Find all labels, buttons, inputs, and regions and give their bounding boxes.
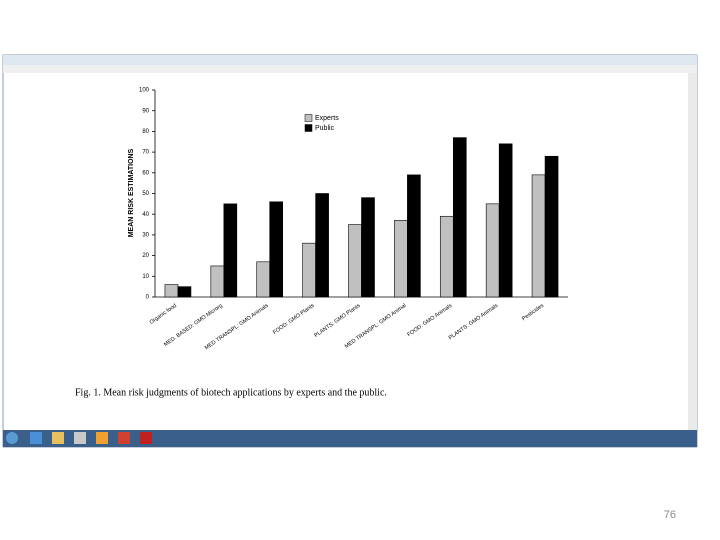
bar	[210, 265, 225, 298]
y-tick-label: 30	[142, 232, 149, 238]
bar	[439, 215, 454, 298]
bar	[256, 261, 271, 298]
title-bar	[3, 55, 697, 65]
y-tick-label: 40	[142, 212, 149, 218]
taskbar-icon[interactable]	[118, 432, 130, 444]
y-tick-label: 20	[142, 253, 149, 259]
taskbar-icon[interactable]	[96, 432, 108, 444]
page-number: 76	[664, 509, 676, 521]
taskbar-icon[interactable]	[74, 432, 86, 444]
menu-bar	[3, 65, 697, 73]
y-tick-label: 60	[142, 170, 149, 176]
y-tick-label: 70	[142, 150, 149, 156]
bar	[348, 224, 362, 298]
bar	[302, 242, 316, 298]
caption: Fig. 1. Mean risk judgments of biotech a…	[75, 387, 387, 398]
bar	[315, 193, 329, 298]
y-axis-label: MEAN RISK ESTIMATIONS	[128, 148, 135, 237]
y-tick-label: 80	[142, 129, 149, 135]
scrollbar[interactable]	[688, 73, 697, 430]
bar	[452, 137, 467, 298]
taskbar-icon[interactable]	[30, 432, 42, 444]
bar	[394, 220, 408, 298]
bar	[223, 203, 238, 298]
start-button[interactable]	[6, 432, 18, 444]
bar	[531, 174, 546, 298]
legend-label: Experts	[315, 115, 339, 122]
taskbar-icon[interactable]	[140, 432, 152, 444]
y-tick-label: 0	[146, 295, 150, 301]
taskbar	[3, 430, 697, 447]
legend-swatch	[304, 114, 313, 122]
bar	[485, 203, 500, 298]
legend-swatch	[304, 124, 313, 132]
legend-label: Public	[315, 125, 335, 132]
bar	[361, 197, 375, 298]
bar	[407, 174, 421, 298]
bar	[498, 143, 513, 298]
taskbar-icon[interactable]	[52, 432, 64, 444]
bar	[177, 286, 192, 298]
y-tick-label: 90	[142, 108, 149, 114]
y-tick-label: 100	[139, 88, 150, 94]
bar	[269, 201, 284, 298]
y-tick-label: 10	[142, 274, 149, 280]
bar	[164, 284, 179, 298]
y-tick-label: 50	[142, 191, 149, 197]
bar	[544, 155, 559, 298]
